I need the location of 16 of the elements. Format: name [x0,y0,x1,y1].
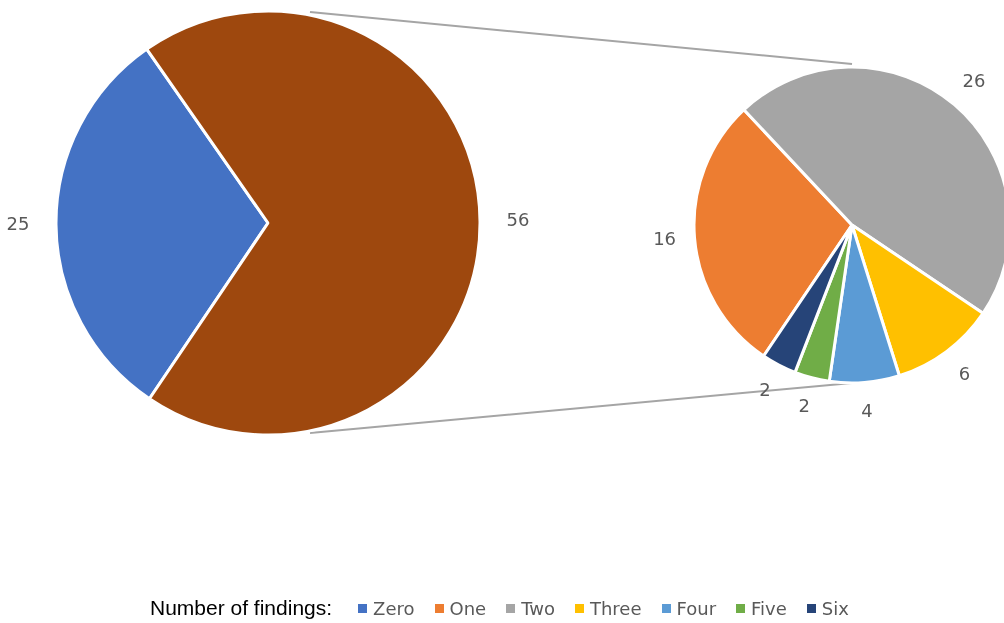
legend-label: Five [751,597,787,619]
legend-label: Six [821,597,849,619]
data-label: 2 [798,394,810,416]
legend-label: One [449,597,487,619]
data-label: 16 [653,227,677,249]
data-label: 4 [861,400,873,422]
legend-label: Four [676,597,717,619]
legend-label: Two [521,597,555,619]
data-label: 26 [962,69,986,91]
data-label: 6 [958,363,971,385]
data-label: 25 [6,212,30,234]
data-label: 2 [759,379,771,401]
data-label: 56 [506,208,530,230]
legend-label: Zero [373,597,415,619]
legend-label: Three [589,597,642,619]
legend-title: Number of findings: [150,596,333,620]
